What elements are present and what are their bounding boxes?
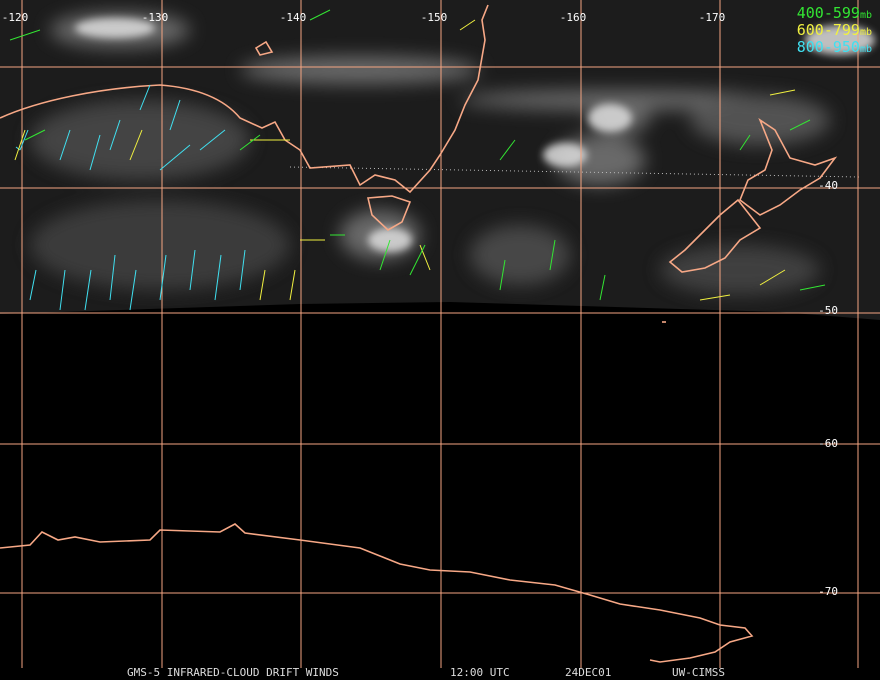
longitude-label: -150 — [421, 11, 448, 24]
legend-unit: mb — [860, 27, 872, 38]
latitude-label: -70 — [818, 585, 838, 598]
footer-text: 12:00 UTC — [450, 666, 510, 679]
latitude-label: -60 — [818, 437, 838, 450]
cloud-imagery — [0, 0, 880, 320]
longitude-labels: -120 -130 -140 -150 -160 -170 — [2, 11, 726, 24]
footer-text: 24DEC01 — [565, 666, 611, 679]
latitude-labels: -40 -50 -60 -70 — [818, 179, 838, 598]
legend-entry: 600-799mb — [797, 21, 872, 39]
longitude-label: -170 — [699, 11, 726, 24]
legend-unit: mb — [860, 44, 872, 55]
latitude-label: -50 — [818, 304, 838, 317]
longitude-label: -120 — [2, 11, 29, 24]
longitude-label: -130 — [142, 11, 169, 24]
latitude-label: -40 — [818, 179, 838, 192]
legend-range: 800-950 — [797, 38, 860, 56]
footer: GMS-5 INFRARED-CLOUD DRIFT WINDS 12:00 UT… — [127, 666, 725, 679]
legend-entry: 800-950mb — [797, 38, 872, 56]
wind-barbs — [9, 9, 826, 311]
legend-unit: mb — [860, 10, 872, 21]
legend-range: 400-599 — [797, 4, 860, 22]
legend-entry: 400-599mb — [797, 4, 872, 22]
coastlines — [0, 4, 838, 663]
longitude-label: -160 — [560, 11, 587, 24]
footer-text: UW-CIMSS — [672, 666, 725, 679]
longitude-label: -140 — [280, 11, 307, 24]
legend-range: 600-799 — [797, 21, 860, 39]
footer-text: GMS-5 INFRARED-CLOUD DRIFT WINDS — [127, 666, 339, 679]
